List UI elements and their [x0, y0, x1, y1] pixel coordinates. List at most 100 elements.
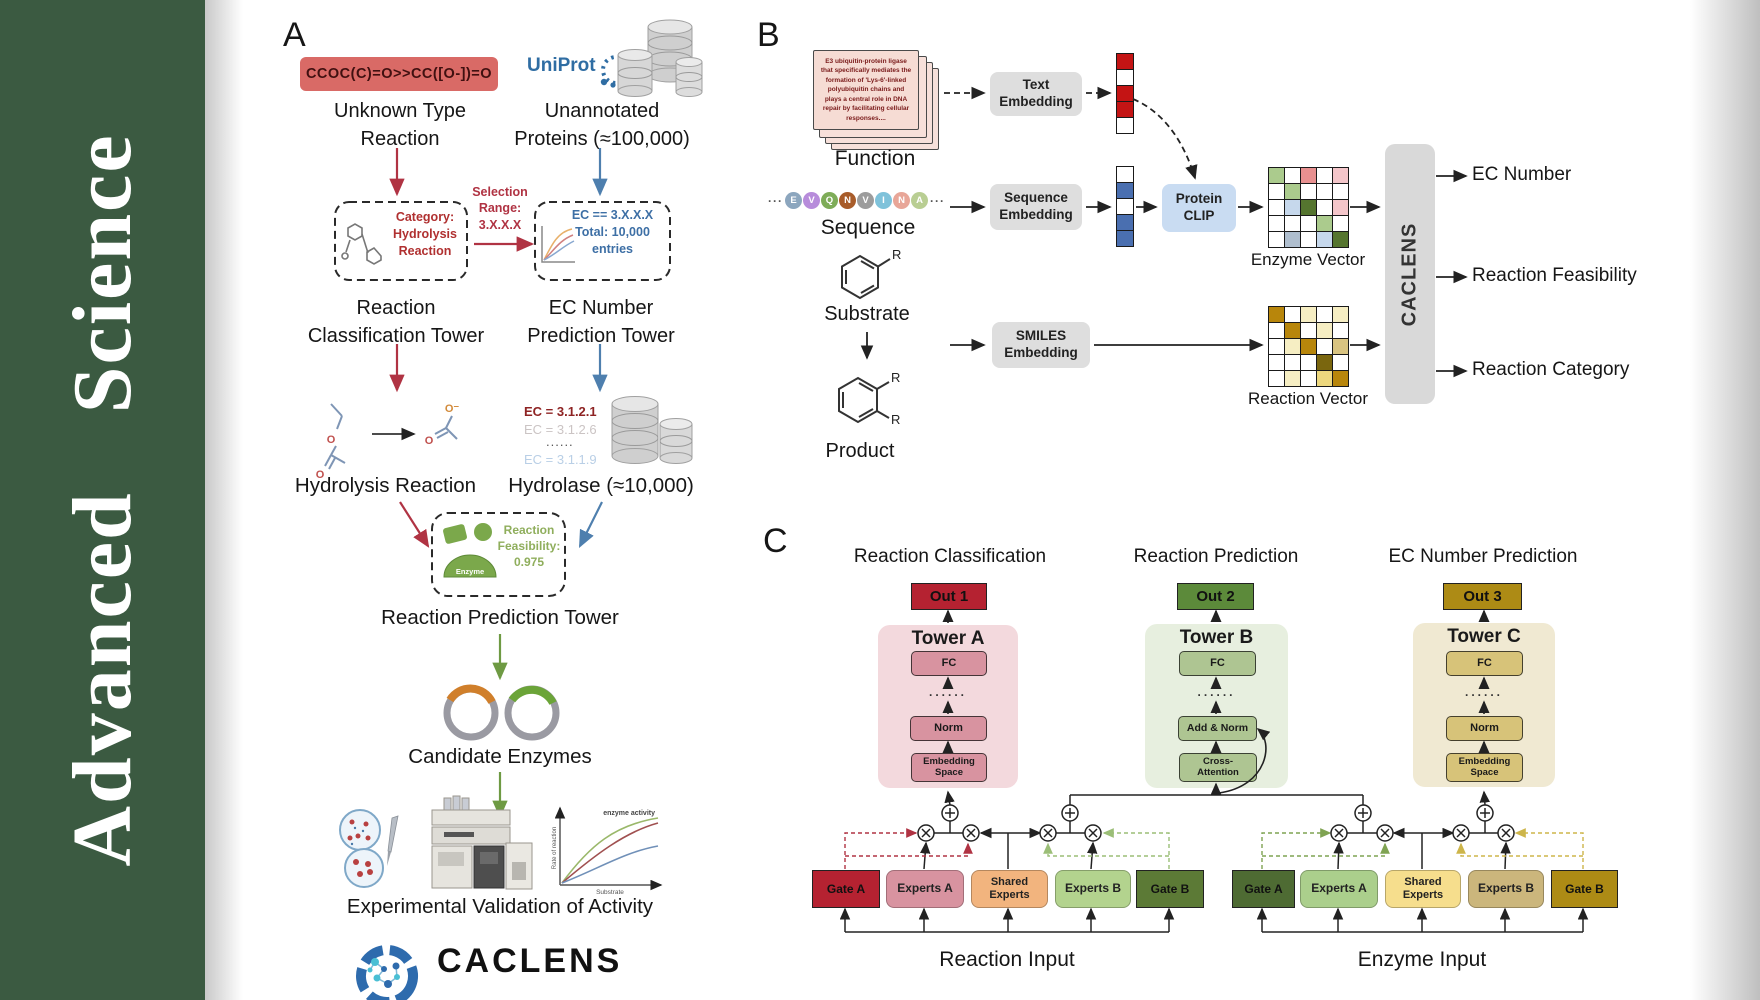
tower-c-title: Tower C	[1447, 626, 1521, 647]
ester-molecule	[324, 403, 346, 470]
substrate-label: Substrate	[824, 303, 910, 325]
ec-item-dots: ......	[546, 434, 574, 449]
function-card-front: E3 ubiquitin-protein ligase that specifi…	[813, 50, 919, 130]
enzyme-gate-a: Gate A	[1232, 870, 1295, 908]
reaction-vector-label: Reaction Vector	[1247, 389, 1368, 408]
tower-a-embedding-space: Embedding Space	[911, 753, 987, 782]
caclens-logo-icon	[356, 945, 418, 1000]
caclens-module-box: CACLENS	[1385, 144, 1435, 404]
enzyme-icon	[443, 523, 497, 578]
tower-a-norm: Norm	[910, 716, 987, 741]
tower-b-add-norm: Add & Norm	[1178, 716, 1257, 741]
sequence-embedding-box: Sequence Embedding	[990, 184, 1082, 230]
enzyme-vector-label: Enzyme Vector	[1250, 250, 1366, 269]
plot-ylabel: Rate of reaction	[552, 827, 558, 869]
tower-c-dots: ......	[1464, 685, 1503, 699]
enzyme-experts-b: Experts B	[1468, 870, 1544, 908]
out1-box: Out 1	[911, 583, 987, 610]
enzyme-vector-grid	[1267, 166, 1349, 248]
heading-reaction-prediction: Reaction Prediction	[1133, 546, 1299, 567]
tower-b-title: Tower B	[1179, 627, 1254, 648]
molecule-cluster-icon	[341, 223, 382, 265]
tower-b: Tower B FC ...... Add & Norm Cross- Atte…	[1145, 624, 1288, 788]
panel-c-label: C	[763, 522, 788, 560]
uniprot-logo-text: UniProt	[527, 55, 596, 76]
ec-number-tower-label: EC Number Prediction Tower	[527, 297, 675, 347]
reaction-vector-grid	[1267, 305, 1349, 387]
moe-reaction-lines	[839, 782, 1363, 933]
product-label: Product	[825, 440, 895, 462]
tower-b-fc: FC	[1179, 651, 1256, 676]
hydrolase-label: Hydrolase (≈10,000)	[508, 474, 694, 497]
product-benzene	[838, 376, 890, 424]
caclens-module-label: CACLENS	[1398, 222, 1421, 326]
cell-sample-icons	[339, 809, 399, 888]
ester-o-atom: O	[327, 434, 336, 446]
journal-sidebar: Advanced Science	[0, 0, 205, 1000]
reaction-gate-b: Gate B	[1136, 870, 1204, 908]
enzyme-shared-experts: Shared Experts	[1385, 870, 1461, 908]
reaction-classification-tower-label: Reaction Classification Tower	[307, 297, 485, 347]
tower-b-dots: ......	[1197, 685, 1236, 699]
journal-title: Advanced Science	[56, 133, 149, 867]
feasibility-text: Reaction Feasibility: 0.975	[497, 523, 561, 570]
sequence-ellipsis-right: ···	[930, 193, 945, 208]
sum-nodes	[941, 804, 1494, 822]
reaction-experts-b: Experts B	[1055, 870, 1131, 908]
output-reaction-feasibility: Reaction Feasibility	[1472, 265, 1637, 286]
candidate-enzymes-label: Candidate Enzymes	[408, 745, 592, 768]
database-icon-hydrolase	[611, 396, 693, 464]
output-reaction-category: Reaction Category	[1472, 359, 1630, 380]
page-left-gradient	[205, 0, 243, 1000]
selection-range-label: Selection Range: 3.X.X.X	[472, 185, 528, 232]
page-right-gradient	[1690, 0, 1760, 1000]
tower-c: Tower C FC ...... Norm Embedding Space	[1413, 623, 1555, 787]
validation-label: Experimental Validation of Activity	[346, 895, 654, 918]
tower-b-cross-attention: Cross- Attention	[1179, 753, 1257, 782]
tower-a-title: Tower A	[911, 628, 985, 649]
sequence-ellipsis-left: ···	[768, 193, 783, 208]
reaction-experts-a: Experts A	[886, 870, 964, 908]
plot-title: enzyme activity	[603, 810, 655, 817]
arrow-hydrolase-to-feasibility	[579, 501, 603, 548]
product-r2-label: R	[891, 412, 900, 427]
acetate-molecule	[434, 415, 458, 440]
arrow-text-vector-to-clip	[1132, 98, 1198, 180]
substrate-r-label: R	[892, 247, 901, 262]
tower-c-embedding-space: Embedding Space	[1446, 753, 1523, 782]
plasmid-icons	[443, 684, 560, 741]
reaction-prediction-tower-label: Reaction Prediction Tower	[381, 606, 619, 629]
hydrolysis-reaction-label: Hydrolysis Reaction	[294, 474, 477, 497]
ec-item-1: EC = 3.1.2.1	[524, 404, 597, 419]
caclens-brand-text: CACLENS	[437, 942, 623, 980]
reaction-input-label: Reaction Input	[939, 948, 1075, 971]
tower-a-fc: FC	[911, 651, 987, 676]
out2-box: Out 2	[1177, 583, 1254, 610]
substrate-benzene	[841, 254, 891, 300]
moe-enzyme-lines	[1256, 790, 1589, 933]
heading-reaction-classification: Reaction Classification	[853, 546, 1047, 567]
product-r1-label: R	[891, 370, 900, 385]
text-embedding-box: Text Embedding	[990, 72, 1082, 116]
unannotated-proteins-label: Unannotated Proteins (≈100,000)	[514, 100, 690, 150]
tower-c-norm: Norm	[1446, 716, 1523, 741]
acetate-o-minus-atom: O⁻	[445, 403, 460, 415]
text-embedding-vector	[1115, 52, 1134, 134]
function-label: Function	[834, 147, 916, 170]
out3-box: Out 3	[1443, 583, 1522, 610]
panel-b-label: B	[757, 16, 780, 54]
panel-a-label: A	[283, 16, 306, 54]
uniprot-dots-icon	[600, 55, 631, 88]
gate-dashed-lines	[844, 828, 1584, 869]
output-ec-number: EC Number	[1472, 164, 1572, 185]
acetate-o-atom: O	[425, 435, 434, 447]
ec-item-3: EC = 3.1.1.9	[524, 452, 597, 467]
product-nodes	[917, 824, 1515, 842]
journal-title-rotated: Advanced Science	[0, 0, 205, 1000]
hplc-instrument-icon	[431, 795, 533, 890]
reaction-shared-experts: Shared Experts	[971, 870, 1048, 908]
enzyme-input-label: Enzyme Input	[1357, 948, 1487, 971]
arrow-hydrolysis-to-feasibility	[399, 501, 430, 548]
